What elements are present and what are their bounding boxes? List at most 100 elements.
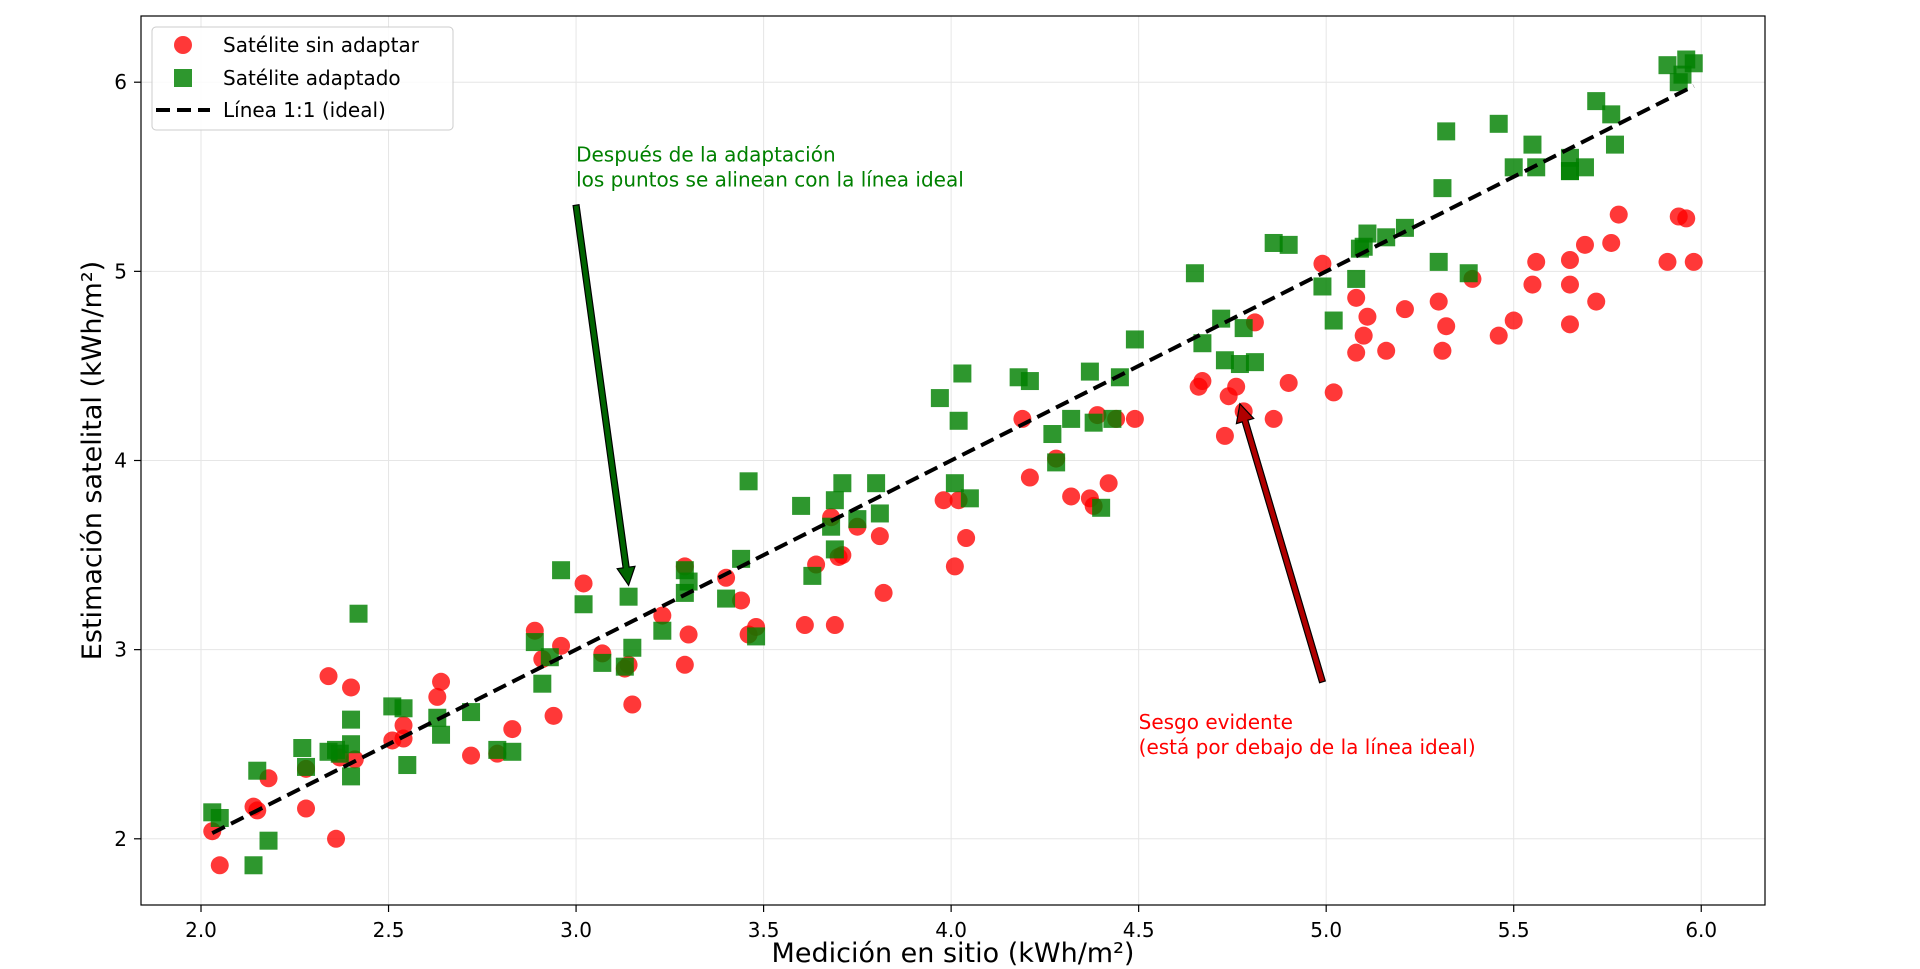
data-point-adaptado bbox=[1092, 498, 1111, 517]
data-point-sin-adaptar bbox=[1358, 307, 1377, 326]
x-tick-label: 4.5 bbox=[1123, 918, 1155, 942]
data-point-adaptado bbox=[1575, 158, 1594, 177]
data-point-sin-adaptar bbox=[1433, 341, 1452, 360]
data-point-sin-adaptar bbox=[1062, 487, 1081, 506]
data-point-sin-adaptar bbox=[870, 527, 889, 546]
data-point-adaptado bbox=[803, 566, 822, 585]
data-point-adaptado bbox=[867, 474, 886, 493]
data-point-adaptado bbox=[1358, 224, 1377, 243]
data-point-sin-adaptar bbox=[1560, 275, 1579, 294]
annotation-text: Después de la adaptación bbox=[576, 143, 836, 167]
data-point-sin-adaptar bbox=[1677, 209, 1696, 228]
x-axis-label: Medición en sitio (kWh/m²) bbox=[772, 938, 1135, 969]
data-point-adaptado bbox=[1230, 355, 1249, 374]
data-point-sin-adaptar bbox=[428, 687, 447, 706]
data-point-adaptado bbox=[619, 587, 638, 606]
data-point-adaptado bbox=[574, 595, 593, 614]
data-point-sin-adaptar bbox=[1489, 326, 1508, 345]
data-point-sin-adaptar bbox=[732, 591, 751, 610]
data-point-sin-adaptar bbox=[1313, 254, 1332, 273]
data-point-sin-adaptar bbox=[1020, 468, 1039, 487]
legend-label: Satélite adaptado bbox=[223, 66, 401, 90]
data-point-sin-adaptar bbox=[1377, 341, 1396, 360]
data-point-adaptado bbox=[822, 517, 841, 536]
data-point-adaptado bbox=[244, 856, 263, 875]
data-point-sin-adaptar bbox=[1395, 300, 1414, 319]
y-tick-label: 4 bbox=[114, 449, 127, 473]
x-tick-label: 3.0 bbox=[560, 918, 592, 942]
x-tick-label: 2.5 bbox=[373, 918, 405, 942]
legend: Satélite sin adaptar Satélite adaptado Lín… bbox=[151, 26, 454, 131]
data-point-adaptado bbox=[1047, 453, 1066, 472]
data-point-adaptado bbox=[1324, 311, 1343, 330]
data-point-sin-adaptar bbox=[327, 829, 346, 848]
data-point-sin-adaptar bbox=[462, 746, 481, 765]
data-point-adaptado bbox=[462, 703, 481, 722]
x-tick-label: 5.0 bbox=[1310, 918, 1342, 942]
data-point-adaptado bbox=[342, 767, 361, 786]
legend-marker-sin-adaptar bbox=[174, 36, 192, 54]
data-point-sin-adaptar bbox=[1504, 311, 1523, 330]
legend-marker-adaptado bbox=[174, 69, 192, 87]
data-point-sin-adaptar bbox=[210, 856, 229, 875]
data-point-sin-adaptar bbox=[675, 655, 694, 674]
data-point-sin-adaptar bbox=[874, 583, 893, 602]
data-point-sin-adaptar bbox=[1279, 373, 1298, 392]
data-point-sin-adaptar bbox=[503, 720, 522, 739]
data-point-adaptado bbox=[349, 604, 368, 623]
ideal-line bbox=[211, 84, 1695, 835]
x-tick-label: 4.0 bbox=[935, 918, 967, 942]
data-point-sin-adaptar bbox=[1684, 252, 1703, 271]
data-point-adaptado bbox=[1215, 351, 1234, 370]
grid bbox=[141, 16, 1765, 905]
data-point-adaptado bbox=[394, 699, 413, 718]
data-point-sin-adaptar bbox=[957, 529, 976, 548]
data-point-sin-adaptar bbox=[1099, 474, 1118, 493]
data-point-adaptado bbox=[792, 496, 811, 515]
x-tick-label: 3.5 bbox=[748, 918, 780, 942]
data-point-adaptado bbox=[1313, 277, 1332, 296]
data-point-adaptado bbox=[1437, 122, 1456, 141]
data-point-sin-adaptar bbox=[319, 667, 338, 686]
data-point-adaptado bbox=[1658, 56, 1677, 75]
data-point-sin-adaptar bbox=[934, 491, 953, 510]
data-point-adaptado bbox=[552, 561, 571, 580]
data-point-adaptado bbox=[1043, 425, 1062, 444]
data-point-adaptado bbox=[930, 389, 949, 408]
annotation-arrow bbox=[1235, 402, 1327, 684]
data-point-adaptado bbox=[1433, 179, 1452, 198]
data-point-adaptado bbox=[259, 831, 278, 850]
annotation-text: los puntos se alinean con la línea ideal bbox=[576, 168, 964, 192]
data-point-adaptado bbox=[1084, 413, 1103, 432]
data-point-sin-adaptar bbox=[653, 606, 672, 625]
data-point-sin-adaptar bbox=[795, 616, 814, 635]
data-point-adaptado bbox=[825, 540, 844, 559]
data-point-sin-adaptar bbox=[1354, 326, 1373, 345]
data-point-adaptado bbox=[1193, 334, 1212, 353]
data-point-adaptado bbox=[342, 735, 361, 754]
data-point-sin-adaptar bbox=[1560, 251, 1579, 270]
data-point-sin-adaptar bbox=[432, 672, 451, 691]
data-point-sin-adaptar bbox=[945, 557, 964, 576]
data-point-sin-adaptar bbox=[623, 695, 642, 714]
data-point-sin-adaptar bbox=[342, 678, 361, 697]
data-point-adaptado bbox=[848, 510, 867, 529]
data-point-adaptado bbox=[503, 742, 522, 761]
data-point-adaptado bbox=[1587, 92, 1606, 111]
data-point-adaptado bbox=[615, 657, 634, 676]
data-point-adaptado bbox=[623, 638, 642, 657]
data-point-sin-adaptar bbox=[1575, 235, 1594, 254]
data-point-sin-adaptar bbox=[1227, 377, 1246, 396]
x-tick-label: 2.0 bbox=[185, 918, 217, 942]
y-axis-label: Estimación satelital (kWh/m²) bbox=[77, 261, 108, 660]
data-point-adaptado bbox=[248, 761, 267, 780]
data-point-adaptado bbox=[825, 491, 844, 510]
data-point-adaptado bbox=[1062, 409, 1081, 428]
data-point-adaptado bbox=[593, 653, 612, 672]
series-layer bbox=[203, 50, 1703, 875]
data-point-sin-adaptar bbox=[297, 799, 316, 818]
data-point-adaptado bbox=[342, 710, 361, 729]
data-point-sin-adaptar bbox=[1125, 409, 1144, 428]
data-point-adaptado bbox=[1602, 105, 1621, 124]
